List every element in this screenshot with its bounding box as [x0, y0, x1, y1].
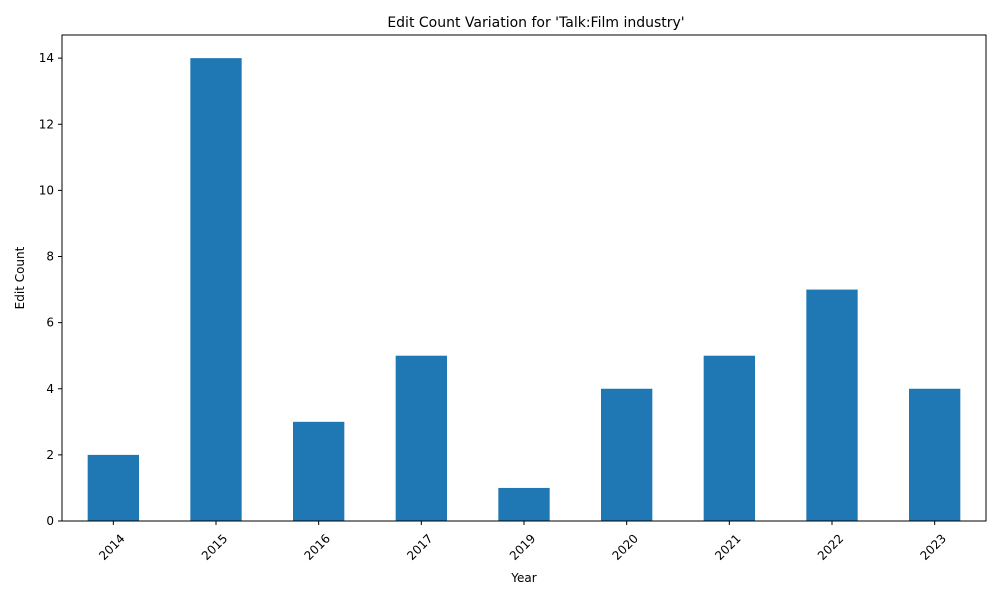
y-tick-label: 6	[46, 316, 54, 330]
y-tick-label: 2	[46, 448, 54, 462]
y-tick-label: 8	[46, 250, 54, 264]
bar-2019	[498, 487, 550, 521]
bar-2020	[601, 388, 653, 521]
x-tick-label: 2014	[96, 531, 127, 562]
x-tick-label: 2021	[712, 531, 743, 562]
axes-frame	[61, 34, 987, 522]
x-tick-label: 2020	[610, 531, 641, 562]
y-axis-label: Edit Count	[13, 246, 27, 309]
bar-2021	[703, 355, 755, 521]
bar-2016	[293, 421, 345, 521]
bar-2017	[395, 355, 447, 521]
chart-title: Edit Count Variation for 'Talk:Film indu…	[387, 15, 684, 31]
bar-2015	[190, 58, 242, 522]
x-tick-label: 2016	[302, 531, 333, 562]
y-tick-label: 14	[39, 51, 54, 65]
x-tick-label: 2023	[918, 531, 949, 562]
y-tick-label: 0	[46, 514, 54, 528]
x-tick-label: 2019	[507, 531, 538, 562]
bar-2022	[806, 289, 858, 521]
bar-2023	[909, 388, 961, 521]
x-tick-label: 2022	[815, 531, 846, 562]
plot-area: 0 2 4 6 8 10 12 14 2014 2015 2016 2017 2019 2020 2021 2…	[39, 34, 987, 563]
x-tick-label: 2017	[404, 531, 435, 562]
x-tick-label: 2015	[199, 531, 230, 562]
y-tick-label: 4	[46, 382, 54, 396]
x-axis-label: Year	[510, 571, 536, 585]
bar-2014	[87, 454, 139, 521]
y-tick-label: 12	[39, 117, 54, 131]
y-tick-label: 10	[39, 183, 54, 197]
